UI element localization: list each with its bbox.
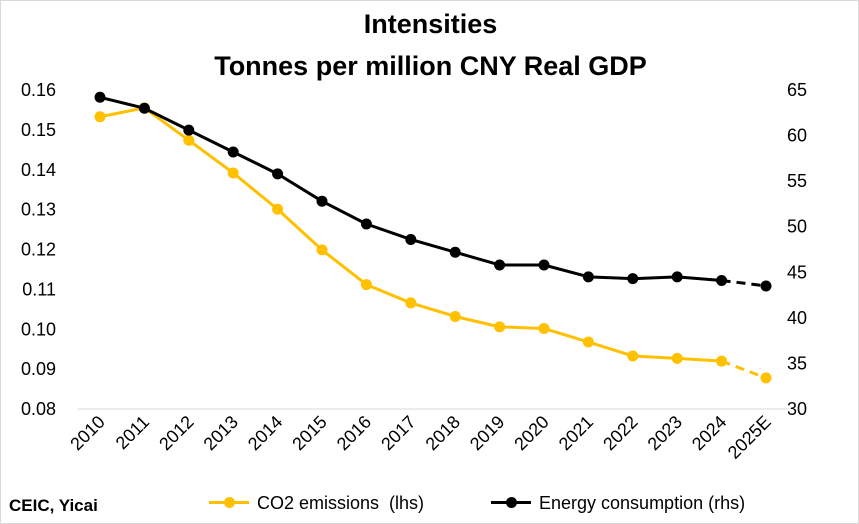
co2-point [449,310,461,322]
right-axis-tick-label: 65 [787,80,807,100]
energy-point [582,271,594,283]
energy-point [627,273,639,285]
co2-point [760,372,772,384]
co2-point [183,134,195,146]
x-axis-tick-label: 2014 [244,412,286,454]
right-axis-tick-label: 40 [787,308,807,328]
left-axis-tick-label: 0.16 [21,80,56,100]
x-axis-tick-label: 2021 [555,412,597,454]
x-axis-tick-label: 2011 [112,412,154,454]
energy-point [449,246,461,258]
left-axis-tick-label: 0.15 [21,120,56,140]
energy-point [760,280,772,292]
co2-point [316,244,328,256]
energy-point [494,259,506,271]
right-axis-tick-label: 60 [787,126,807,146]
left-axis-tick-label: 0.08 [21,399,56,419]
x-axis-tick-label: 2023 [644,412,686,454]
x-axis-tick-label: 2013 [200,412,242,454]
chart-title: Intensities [363,9,498,39]
x-axis-tick-label: 2022 [599,412,641,454]
right-axis-tick-label: 35 [787,353,807,373]
x-axis-tick-label: 2016 [333,412,375,454]
co2-point [582,336,594,348]
energy-dashed-segment [721,278,767,288]
energy-point [316,195,328,207]
legend-label-co2: CO2 emissions (lhs) [257,492,425,513]
co2-point [627,350,639,362]
x-axis-tick-label: 2012 [155,412,197,454]
source-note: CEIC, Yicai [9,496,98,515]
energy-point [94,91,106,103]
energy-point [227,146,239,158]
co2-point [716,355,728,367]
co2-point [227,167,239,179]
line-chart: 0.08 0.09 0.10 0.11 0.12 0.13 0.14 0.15 0.16 30 35… [21,80,807,463]
legend-label-energy: Energy consumption (rhs) [539,492,746,513]
energy-point [183,124,195,136]
x-axis-tick-label: 2019 [466,412,508,454]
x-axis-tick-label: 2025E [724,412,775,463]
energy-point [538,259,550,271]
right-axis-tick-label: 55 [787,171,807,191]
x-axis-tick-label: 2015 [288,412,330,454]
x-axis-tick-label: 2010 [66,412,108,454]
co2-point [272,203,284,215]
energy-line [99,95,722,282]
right-axis-tick-label: 50 [787,217,807,237]
co2-dashed-segment [721,359,767,380]
co2-point [405,297,417,309]
co2-point [360,279,372,291]
legend-swatch-energy [491,493,531,513]
left-axis-tick-label: 0.10 [21,319,56,339]
left-axis-tick-label: 0.11 [22,279,56,299]
left-axis-tick-label: 0.13 [21,200,56,220]
left-axis-tick-label: 0.12 [21,240,56,260]
right-axis-tick-label: 45 [787,262,807,282]
co2-point [494,321,506,333]
energy-point [360,218,372,230]
energy-point [405,233,417,245]
legend-item-co2: CO2 emissions (lhs) [209,491,424,515]
co2-point [671,352,683,364]
energy-point [272,168,284,180]
left-axis-tick-label: 0.14 [21,160,56,180]
energy-point [716,274,728,286]
co2-point [538,322,550,334]
energy-point [138,102,150,114]
energy-point [671,271,683,283]
x-axis-tick-label: 2018 [422,412,464,454]
chart-subtitle: Tonnes per million CNY Real GDP [214,51,647,81]
x-axis-tick-label: 2017 [377,412,419,454]
left-axis-tick-label: 0.09 [21,359,56,379]
co2-point [94,111,106,123]
right-axis-tick-label: 30 [787,399,807,419]
legend-swatch-co2 [209,493,249,513]
legend-item-energy: Energy consumption (rhs) [491,491,745,515]
x-axis-tick-label: 2020 [510,412,552,454]
